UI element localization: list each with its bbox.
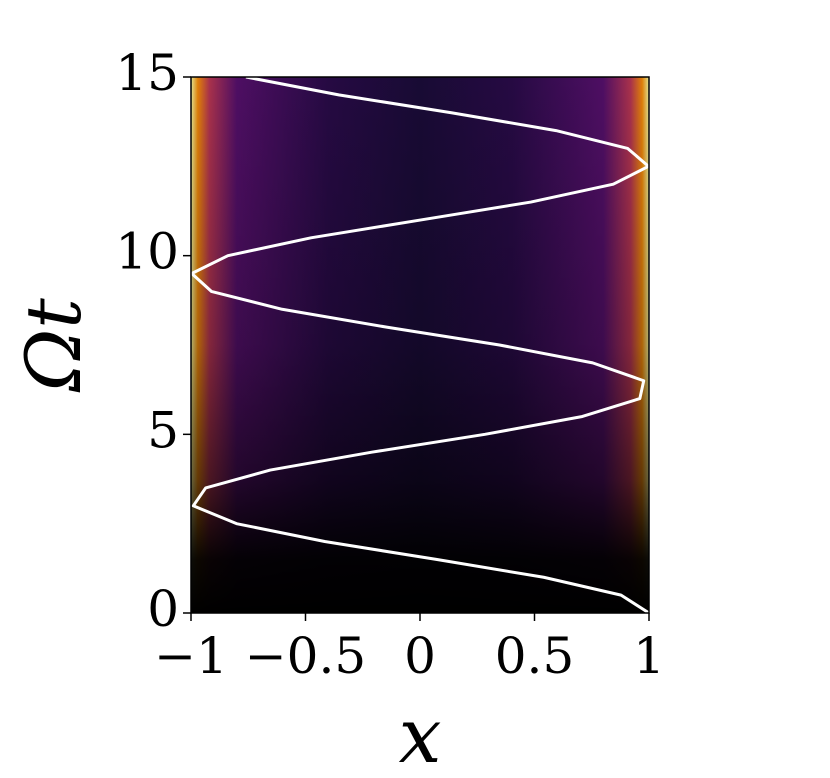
heatmap-shade [191,77,649,613]
y-tick-label: 5 [147,401,179,459]
x-axis-label: x [399,691,442,778]
x-tick-label: 0.5 [495,627,575,685]
y-tick-label: 0 [147,580,179,638]
y-tick-label: 10 [115,223,179,281]
y-tick-label: 15 [115,44,179,102]
x-tick-label: 0 [404,627,436,685]
x-tick-label: 1 [633,627,665,685]
y-axis-label: Ωt [9,298,98,393]
plot-area [191,77,649,613]
x-tick-label: −0.5 [245,627,366,685]
x-tick-label: −1 [154,627,228,685]
